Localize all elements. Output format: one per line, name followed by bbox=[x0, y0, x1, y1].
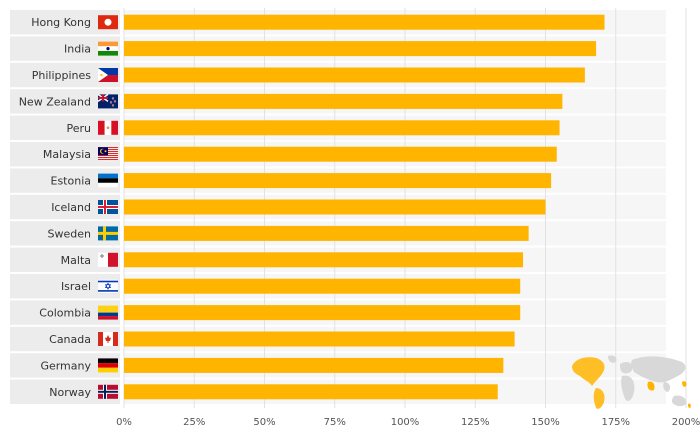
bar bbox=[124, 173, 552, 189]
x-axis-ticks: 0% 25% 50% 75% 100% 125% 150% 175% 200% bbox=[116, 417, 700, 428]
category-label: Estonia bbox=[51, 175, 92, 188]
category-label: Canada bbox=[49, 333, 91, 346]
x-tick-label: 200% bbox=[672, 417, 700, 428]
x-tick-label: 50% bbox=[253, 417, 275, 428]
category-label: Iceland bbox=[51, 201, 91, 214]
x-tick-label: 0% bbox=[116, 417, 132, 428]
category-label: Colombia bbox=[39, 307, 91, 320]
category-label: Norway bbox=[49, 386, 91, 399]
category-label: Malta bbox=[61, 254, 91, 267]
category-label: Peru bbox=[66, 122, 91, 135]
category-labels: Hong Kong India Philippines New Zealand Peru… bbox=[19, 16, 92, 399]
bar bbox=[124, 199, 546, 215]
x-tick-label: 150% bbox=[531, 417, 560, 428]
x-tick-label: 100% bbox=[391, 417, 420, 428]
philippines-flag-icon bbox=[98, 68, 118, 82]
iceland-flag-icon bbox=[98, 200, 118, 214]
new-zealand-flag-icon bbox=[97, 93, 118, 109]
canada-flag-icon bbox=[98, 332, 118, 346]
category-label: India bbox=[64, 43, 91, 56]
sweden-flag-icon bbox=[98, 226, 118, 241]
bar bbox=[124, 357, 504, 373]
x-tick-label: 75% bbox=[324, 417, 346, 428]
world-map-icon bbox=[572, 355, 691, 409]
bar bbox=[124, 384, 498, 400]
israel-flag-icon bbox=[97, 279, 119, 294]
peru-flag-icon bbox=[98, 120, 118, 135]
norway-flag-icon bbox=[98, 384, 118, 399]
germany-flag-icon bbox=[98, 358, 118, 373]
bar bbox=[124, 278, 521, 294]
x-tick-label: 175% bbox=[601, 417, 630, 428]
bar bbox=[124, 41, 597, 57]
category-label: Sweden bbox=[48, 227, 91, 240]
category-label: New Zealand bbox=[19, 95, 91, 108]
estonia-flag-icon bbox=[97, 173, 119, 188]
bar bbox=[124, 225, 529, 241]
bar bbox=[124, 305, 521, 321]
malta-flag-icon bbox=[98, 252, 118, 267]
bar bbox=[124, 14, 605, 30]
bar bbox=[124, 331, 515, 347]
hong-kong-flag-icon bbox=[98, 15, 118, 30]
category-label: Israel bbox=[61, 280, 91, 293]
category-label: Germany bbox=[40, 359, 91, 372]
x-tick-label: 25% bbox=[183, 417, 205, 428]
bar bbox=[124, 146, 557, 162]
category-label: Hong Kong bbox=[31, 16, 91, 29]
category-label: Malaysia bbox=[43, 148, 91, 161]
x-tick-label: 125% bbox=[461, 417, 490, 428]
bar bbox=[124, 67, 585, 83]
colombia-flag-icon bbox=[98, 305, 118, 320]
malaysia-flag-icon bbox=[98, 147, 118, 162]
bars bbox=[124, 14, 605, 400]
bar bbox=[124, 120, 560, 136]
bar bbox=[124, 93, 563, 109]
india-flag-icon bbox=[98, 41, 118, 56]
flag-icons bbox=[97, 15, 119, 399]
category-label: Philippines bbox=[32, 69, 92, 82]
bar bbox=[124, 252, 524, 268]
